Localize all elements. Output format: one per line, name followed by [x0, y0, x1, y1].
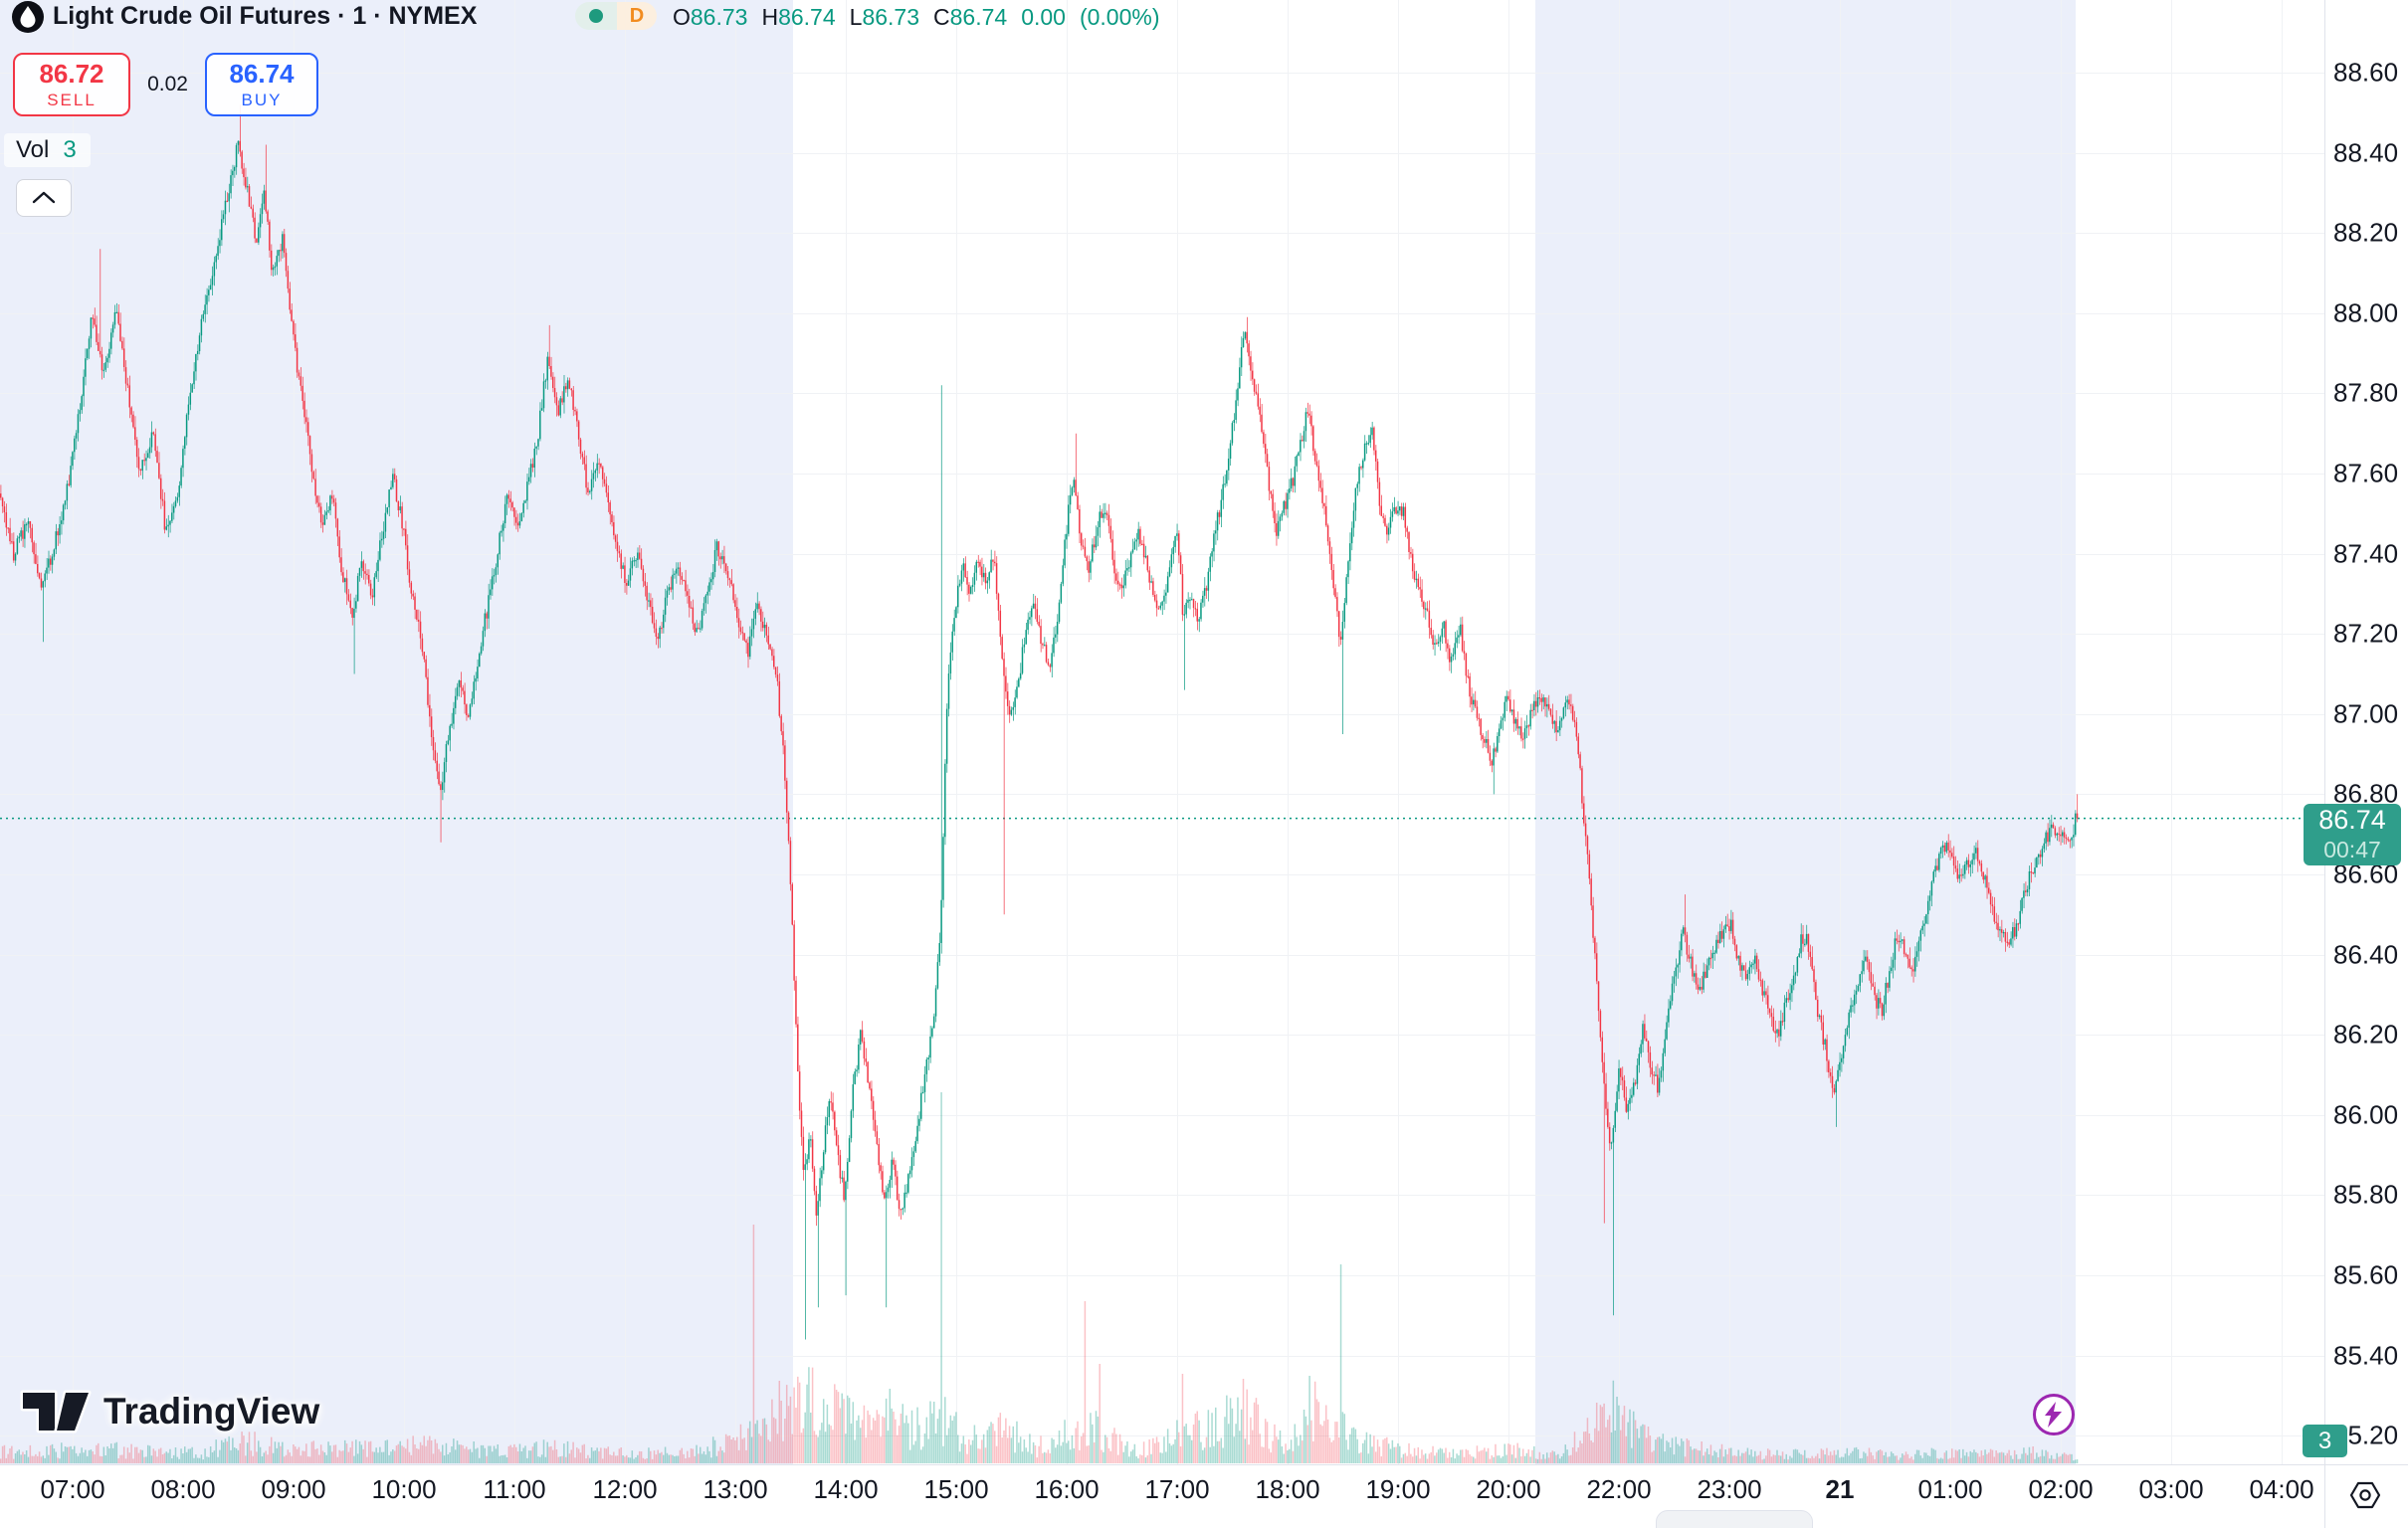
watermark-text: TradingView [103, 1391, 320, 1432]
time-axis-label: 20:00 [1476, 1474, 1541, 1504]
sell-label: SELL [47, 91, 97, 109]
time-axis-label: 17:00 [1144, 1474, 1210, 1504]
crude-oil-icon [12, 1, 44, 33]
time-axis-label: 23:00 [1697, 1474, 1762, 1504]
price-axis-label: 87.80 [2333, 377, 2399, 408]
price-axis-label: 88.00 [2333, 297, 2399, 328]
price-axis-label: 88.20 [2333, 217, 2399, 248]
open-value: 86.73 [690, 4, 748, 30]
open-label: O [673, 4, 691, 30]
time-axis-label: 14:00 [813, 1474, 879, 1504]
axis-corner [2324, 1464, 2408, 1528]
price-axis-label: 87.00 [2333, 698, 2399, 729]
time-axis-label: 11:00 [483, 1474, 546, 1504]
time-axis-label: 08:00 [150, 1474, 216, 1504]
change-percent: (0.00%) [1079, 4, 1160, 30]
time-axis-label: 13:00 [702, 1474, 768, 1504]
time-axis-label: 02:00 [2028, 1474, 2094, 1504]
change-value: 0.00 [1021, 4, 1066, 30]
price-axis-label: 88.40 [2333, 137, 2399, 168]
time-axis-label: 03:00 [2138, 1474, 2204, 1504]
chevron-up-icon [32, 191, 56, 204]
high-value: 86.74 [778, 4, 836, 30]
time-axis-label: 12:00 [592, 1474, 658, 1504]
last-price-badge[interactable]: 86.74 00:47 [2304, 804, 2401, 865]
axis-settings-icon[interactable] [2348, 1478, 2382, 1517]
price-axis-label: 87.20 [2333, 618, 2399, 649]
last-price-value: 86.74 [2318, 805, 2386, 835]
time-axis-label: 21 [1825, 1474, 1855, 1504]
price-axis-label: 85.80 [2333, 1179, 2399, 1210]
price-axis-label: 86.80 [2333, 778, 2399, 809]
tradingview-watermark: TradingView [20, 1389, 319, 1434]
buy-price: 86.74 [229, 59, 295, 89]
close-label: C [933, 4, 950, 30]
instant-trading-button[interactable] [2033, 1394, 2075, 1435]
time-axis-label: 18:00 [1255, 1474, 1320, 1504]
price-axis-label: 87.60 [2333, 458, 2399, 488]
ohlc-readout: O86.73 H86.74 L86.73 C86.74 0.00 (0.00%) [673, 4, 1160, 31]
low-value: 86.73 [862, 4, 919, 30]
time-axis-label: 10:00 [371, 1474, 437, 1504]
market-status-badge[interactable] [575, 2, 617, 30]
close-value: 86.74 [949, 4, 1008, 30]
symbol-title[interactable]: Light Crude Oil Futures · 1 · NYMEX [53, 2, 478, 30]
lightning-icon [2045, 1402, 2062, 1428]
high-label: H [761, 4, 779, 30]
time-axis-label: 22:00 [1586, 1474, 1652, 1504]
sell-price: 86.72 [39, 59, 104, 89]
market-open-dot-icon [589, 9, 603, 23]
buy-button[interactable]: 86.74 BUY [205, 53, 318, 116]
price-axis-label: 88.60 [2333, 57, 2399, 88]
chart-scrollbar[interactable] [1656, 1510, 1813, 1528]
time-axis-label: 01:00 [1917, 1474, 1983, 1504]
low-label: L [849, 4, 863, 30]
price-axis-label: 85.40 [2333, 1340, 2399, 1371]
volume-value: 3 [63, 136, 77, 163]
price-axis[interactable]: 88.60 88.40 88.20 88.00 87.80 87.60 87.40 87.20… [2324, 0, 2408, 1464]
price-axis-label: 86.00 [2333, 1099, 2399, 1130]
sell-button[interactable]: 86.72 SELL [13, 53, 130, 116]
spread-value: 0.02 [147, 73, 188, 96]
bar-countdown: 00:47 [2323, 837, 2381, 862]
price-axis-label: 87.40 [2333, 538, 2399, 569]
price-axis-label: 85.60 [2333, 1259, 2399, 1290]
volume-label: Vol [16, 136, 50, 163]
price-axis-label: 86.20 [2333, 1019, 2399, 1050]
time-axis-label: 07:00 [40, 1474, 105, 1504]
volume-legend[interactable]: Vol 3 [4, 133, 91, 167]
collapse-panel-button[interactable] [16, 179, 72, 217]
time-axis[interactable]: 07:00 08:00 09:00 10:00 11:00 12:00 13:00 14:00… [0, 1464, 2324, 1528]
time-axis-label: 15:00 [923, 1474, 989, 1504]
time-axis-label: 16:00 [1034, 1474, 1100, 1504]
time-axis-label: 19:00 [1365, 1474, 1431, 1504]
buy-label: BUY [241, 91, 283, 109]
delayed-data-badge[interactable]: D [617, 2, 657, 30]
volume-axis-badge: 3 [2303, 1425, 2347, 1457]
time-axis-label: 04:00 [2249, 1474, 2314, 1504]
tradingview-logo-icon [20, 1390, 92, 1433]
time-axis-label: 09:00 [261, 1474, 326, 1504]
price-axis-label: 86.40 [2333, 939, 2399, 970]
